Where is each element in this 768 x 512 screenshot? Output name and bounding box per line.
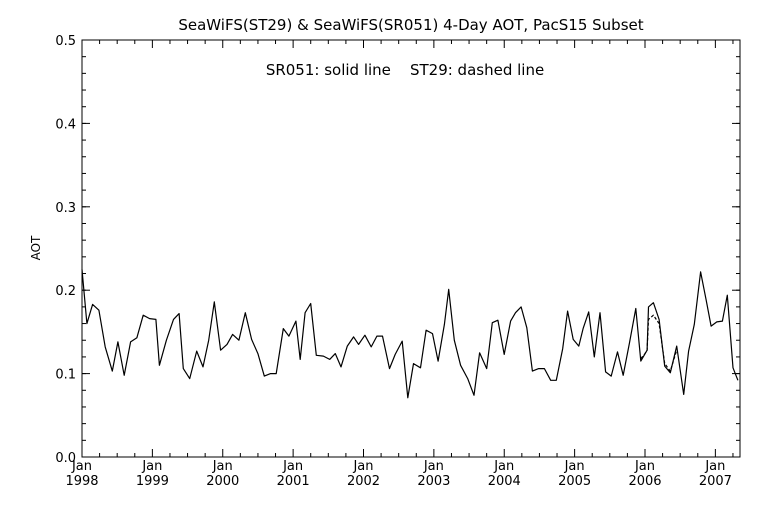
x-tick-year-label: 2004 (488, 474, 521, 489)
data-series (81, 269, 739, 399)
x-tick-month-label: Jan (212, 459, 233, 474)
x-tick-month-label: Jan (564, 459, 585, 474)
axis-ticks: 0.00.10.20.30.40.5Jan1998Jan1999Jan2000J… (55, 34, 740, 489)
st29-dashed-line (640, 314, 678, 372)
x-tick-month-label: Jan (704, 459, 725, 474)
sr051-solid-line (81, 269, 739, 399)
x-tick-year-label: 2002 (347, 474, 380, 489)
x-tick-year-label: 2006 (628, 474, 661, 489)
x-tick-year-label: 2000 (206, 474, 239, 489)
x-tick-month-label: Jan (141, 459, 162, 474)
y-tick-label: 0.4 (55, 117, 76, 132)
x-tick-month-label: Jan (71, 459, 92, 474)
chart-annotation: SR051: solid line ST29: dashed line (266, 61, 544, 79)
y-tick-label: 0.5 (55, 34, 76, 49)
x-tick-year-label: 1998 (65, 474, 98, 489)
x-tick-year-label: 2007 (699, 474, 732, 489)
x-tick-month-label: Jan (282, 459, 303, 474)
x-tick-month-label: Jan (352, 459, 373, 474)
x-tick-year-label: 2005 (558, 474, 591, 489)
x-tick-year-label: 2003 (417, 474, 450, 489)
x-tick-year-label: 2001 (277, 474, 310, 489)
y-tick-label: 0.0 (55, 451, 76, 466)
y-tick-label: 0.1 (55, 368, 76, 383)
x-tick-year-label: 1999 (136, 474, 169, 489)
x-tick-month-label: Jan (423, 459, 444, 474)
x-tick-month-label: Jan (493, 459, 514, 474)
y-tick-label: 0.3 (55, 201, 76, 216)
y-axis-label: AOT (29, 235, 43, 260)
y-tick-label: 0.2 (55, 284, 76, 299)
chart-title: SeaWiFS(ST29) & SeaWiFS(SR051) 4-Day AOT… (178, 16, 643, 34)
plot-frame (81, 39, 741, 458)
x-tick-month-label: Jan (634, 459, 655, 474)
